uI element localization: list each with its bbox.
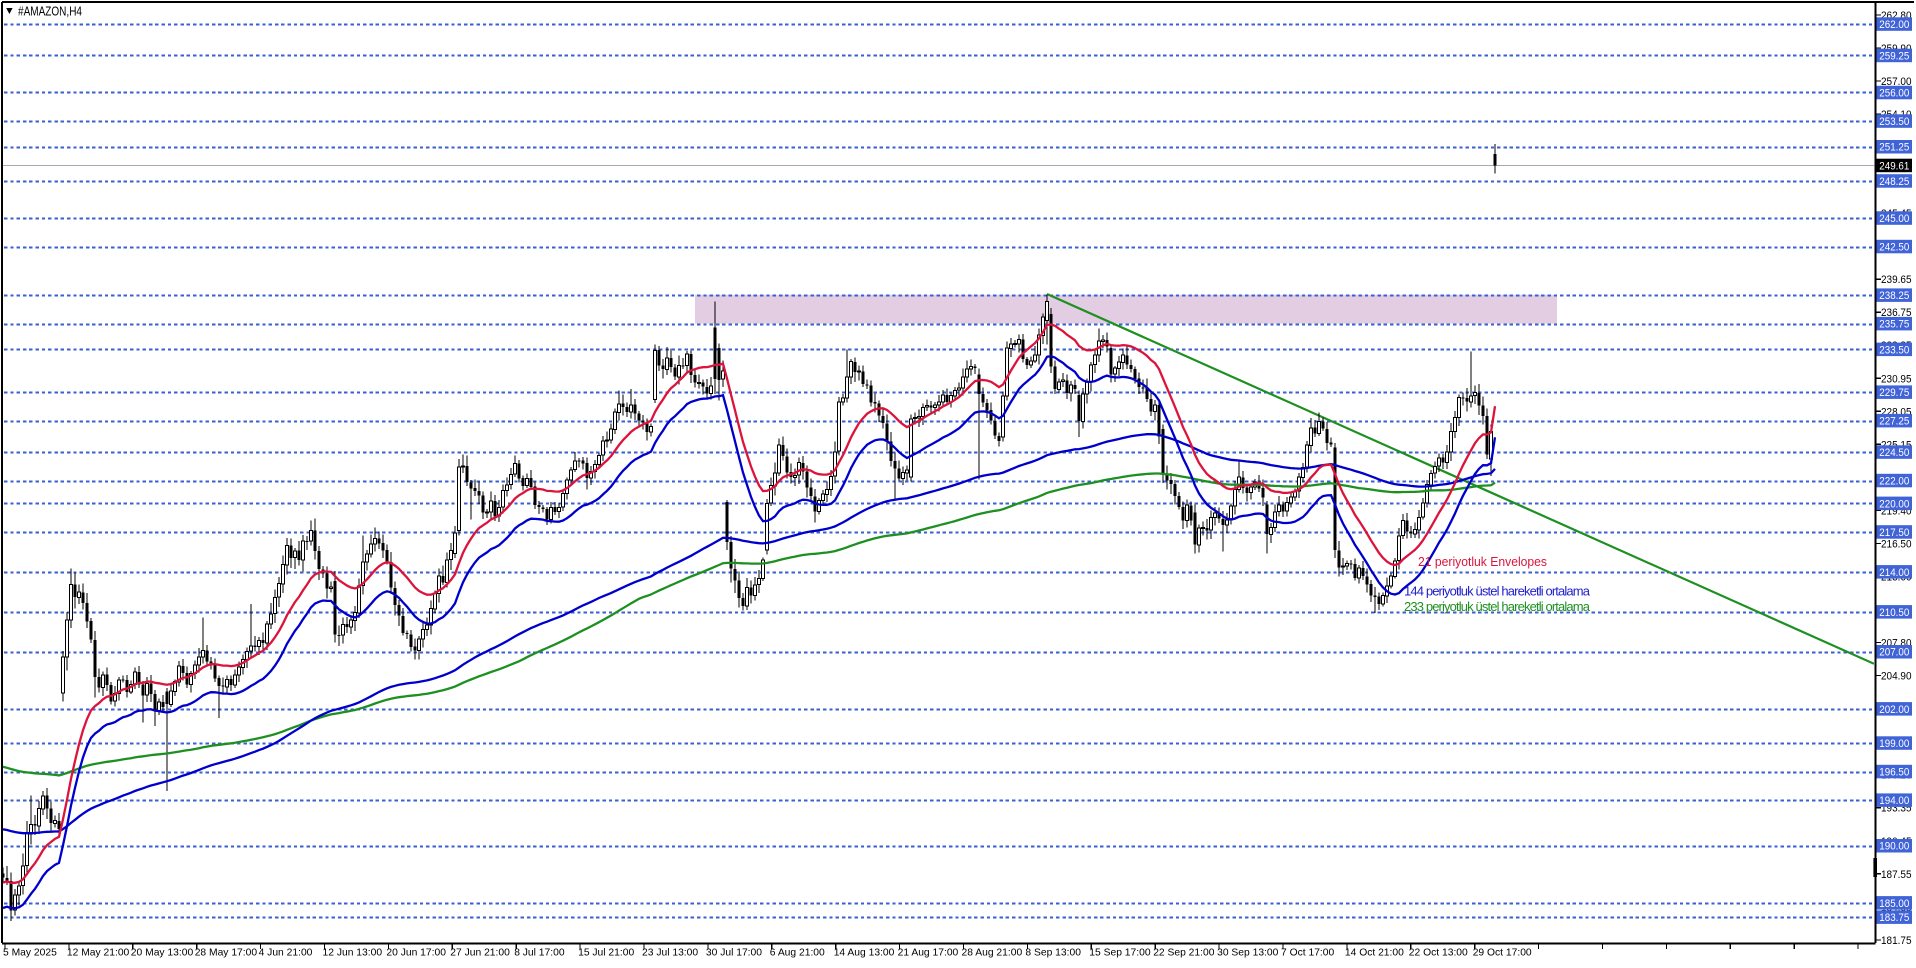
svg-text:28 Aug 21:00: 28 Aug 21:00 <box>962 948 1023 959</box>
svg-text:27 Jun 21:00: 27 Jun 21:00 <box>450 948 510 959</box>
svg-text:220.00: 220.00 <box>1879 498 1909 510</box>
svg-text:23 Jul 13:00: 23 Jul 13:00 <box>642 948 698 959</box>
svg-text:227.25: 227.25 <box>1879 416 1909 428</box>
svg-text:249.61: 249.61 <box>1879 160 1909 172</box>
svg-text:224.50: 224.50 <box>1879 447 1909 459</box>
svg-text:256.00: 256.00 <box>1879 88 1909 100</box>
svg-text:216.50: 216.50 <box>1881 538 1912 550</box>
svg-text:230.95: 230.95 <box>1881 373 1912 385</box>
svg-text:20 May 13:00: 20 May 13:00 <box>131 948 194 959</box>
svg-text:30 Sep 13:00: 30 Sep 13:00 <box>1217 948 1279 959</box>
svg-text:4 Jun 21:00: 4 Jun 21:00 <box>259 948 313 959</box>
svg-text:194.00: 194.00 <box>1879 795 1909 807</box>
svg-text:207.00: 207.00 <box>1879 647 1909 659</box>
svg-text:15 Jul 21:00: 15 Jul 21:00 <box>578 948 634 959</box>
svg-text:257.00: 257.00 <box>1881 76 1912 88</box>
svg-text:199.00: 199.00 <box>1879 738 1909 750</box>
svg-text:8 Jul 17:00: 8 Jul 17:00 <box>514 948 565 959</box>
svg-text:248.25: 248.25 <box>1879 176 1909 188</box>
svg-text:217.50: 217.50 <box>1879 527 1909 539</box>
svg-text:21 Aug 17:00: 21 Aug 17:00 <box>898 948 959 959</box>
svg-text:15 Sep 17:00: 15 Sep 17:00 <box>1089 948 1151 959</box>
svg-text:236.75: 236.75 <box>1881 307 1912 319</box>
svg-text:196.50: 196.50 <box>1879 767 1909 779</box>
svg-text:12 May 21:00: 12 May 21:00 <box>67 948 130 959</box>
svg-text:144 periyotluk üstel hareketli: 144 periyotluk üstel hareketli ortalama <box>1404 584 1591 599</box>
svg-text:233 periyotluk üstel hareketli: 233 periyotluk üstel hareketli ortalama <box>1404 599 1591 614</box>
svg-text:28 May 17:00: 28 May 17:00 <box>195 948 258 959</box>
svg-text:259.25: 259.25 <box>1879 50 1909 62</box>
svg-text:229.75: 229.75 <box>1879 387 1909 399</box>
svg-text:#AMAZON,H4: #AMAZON,H4 <box>18 4 82 19</box>
svg-text:181.75: 181.75 <box>1881 935 1912 947</box>
svg-text:30 Jul 17:00: 30 Jul 17:00 <box>706 948 762 959</box>
svg-text:22 Oct 13:00: 22 Oct 13:00 <box>1409 948 1468 959</box>
svg-text:12 Jun 13:00: 12 Jun 13:00 <box>323 948 383 959</box>
svg-text:251.25: 251.25 <box>1879 142 1909 154</box>
svg-text:242.50: 242.50 <box>1879 242 1909 254</box>
svg-text:190.00: 190.00 <box>1879 841 1909 853</box>
svg-text:7 Oct 17:00: 7 Oct 17:00 <box>1281 948 1335 959</box>
svg-text:29 Oct 17:00: 29 Oct 17:00 <box>1473 948 1532 959</box>
svg-text:245.00: 245.00 <box>1879 213 1909 225</box>
svg-text:235.75: 235.75 <box>1879 319 1909 331</box>
svg-text:187.55: 187.55 <box>1881 869 1912 881</box>
svg-text:214.00: 214.00 <box>1879 567 1909 579</box>
svg-text:21 periyotluk Envelopes: 21 periyotluk Envelopes <box>1418 554 1547 569</box>
svg-text:239.65: 239.65 <box>1881 274 1912 286</box>
svg-text:183.75: 183.75 <box>1879 912 1909 924</box>
svg-text:20 Jun 17:00: 20 Jun 17:00 <box>386 948 446 959</box>
svg-text:22 Sep 21:00: 22 Sep 21:00 <box>1153 948 1215 959</box>
svg-text:233.50: 233.50 <box>1879 344 1909 356</box>
svg-text:238.25: 238.25 <box>1879 290 1909 302</box>
svg-text:14 Oct 21:00: 14 Oct 21:00 <box>1345 948 1404 959</box>
svg-text:6 Aug 21:00: 6 Aug 21:00 <box>770 948 825 959</box>
svg-text:5 May 2025: 5 May 2025 <box>3 948 57 959</box>
svg-text:262.00: 262.00 <box>1879 19 1909 31</box>
svg-text:185.00: 185.00 <box>1879 898 1909 910</box>
svg-text:253.50: 253.50 <box>1879 116 1909 128</box>
svg-text:204.90: 204.90 <box>1881 671 1912 683</box>
svg-text:8 Sep 13:00: 8 Sep 13:00 <box>1025 948 1081 959</box>
svg-text:210.50: 210.50 <box>1879 607 1909 619</box>
svg-text:14 Aug 13:00: 14 Aug 13:00 <box>834 948 895 959</box>
svg-text:202.00: 202.00 <box>1879 704 1909 716</box>
svg-text:222.00: 222.00 <box>1879 476 1909 488</box>
